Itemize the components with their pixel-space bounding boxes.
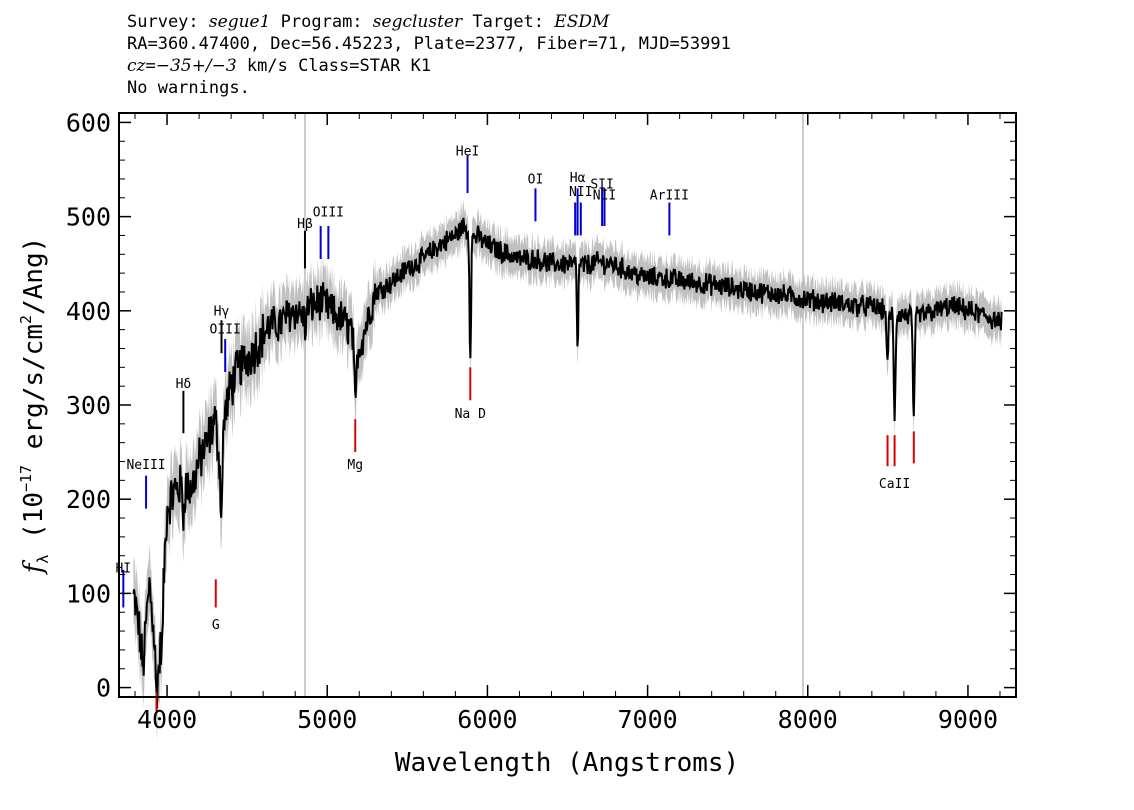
y-tick-label-4: 400 [66, 297, 111, 326]
absorption-line-label-4: CaII [879, 477, 910, 492]
cz-symbol: cz [127, 56, 146, 76]
y-label-post: /Ang) [19, 237, 49, 315]
emission-line-label-13: SII [590, 177, 613, 192]
vertical-guides [304, 113, 804, 697]
header-line-survey: Survey: segue1 Program: segcluster Targe… [127, 11, 731, 33]
y-label-exp: −17 [17, 465, 35, 492]
error-band [133, 200, 1002, 741]
emission-line-label-9: OI [528, 173, 544, 188]
emission-line-label-1: NeIII [126, 458, 165, 473]
header-line-coords: RA=360.47400, Dec=56.45223, Plate=2377, … [127, 34, 731, 54]
emission-line-label-14: NII [593, 189, 616, 204]
y-tick-label-6: 600 [66, 108, 111, 137]
y-tick-label-1: 100 [66, 579, 111, 608]
x-tick-label-2: 6000 [457, 705, 517, 734]
y-tick-label-2: 200 [66, 485, 111, 514]
program-value: segcluster [372, 12, 463, 32]
y-tick-label-5: 500 [66, 203, 111, 232]
target-value: ESDM [554, 12, 610, 32]
cz-eq: = [145, 56, 156, 76]
header-line-warnings: No warnings. [127, 78, 250, 98]
y-label-lambda: λ [34, 555, 52, 564]
y-label-pre: (10 [19, 492, 49, 555]
x-tick-label-5: 9000 [938, 705, 998, 734]
emission-line-label-15: ArIII [650, 189, 689, 204]
spectrum-line [132, 217, 1003, 709]
emission-line-label-11: Hα [570, 171, 586, 186]
y-tick-label-3: 300 [66, 391, 111, 420]
target-label: Target: [472, 12, 545, 32]
absorption-line-label-1: Mg [347, 458, 363, 473]
x-tick-label-0: 4000 [137, 705, 197, 734]
y-tick-label-0: 0 [96, 674, 111, 703]
x-tick-label-1: 5000 [297, 705, 357, 734]
emission-line-label-4: OIII [210, 322, 241, 337]
absorption-line-label-2: Na D [455, 407, 486, 422]
y-label-mid: erg/s/cm [19, 324, 49, 465]
spectrum-header: Survey: segue1 Program: segcluster Targe… [127, 11, 731, 99]
emission-line-label-12: NII [569, 185, 592, 200]
spectrum-group [132, 217, 1003, 709]
emission-line-label-8: HeI [456, 144, 479, 159]
error-band-group [133, 200, 1002, 741]
axis-labels-group: Wavelength (Angstroms) fλ (10−17 erg/s/c… [17, 237, 739, 778]
axes-group: 4000 5000 6000 7000 8000 9000 0 100 200 300 400 500… [66, 108, 1017, 734]
y-axis-label: fλ (10−17 erg/s/cm2/Ang) [17, 237, 52, 576]
cz-value: −35+/−3 [155, 56, 237, 76]
absorption-line-label-0: G [212, 618, 220, 633]
plot-frame [118, 112, 1017, 698]
cz-class: km/s Class=STAR K1 [236, 56, 432, 76]
survey-value: segue1 [208, 12, 271, 32]
emission-line-label-3: Hγ [214, 305, 230, 320]
y-label-sq: 2 [17, 315, 35, 324]
emission-line-label-2: Hδ [176, 377, 192, 392]
emission-line-label-7: OIII [313, 206, 344, 221]
x-tick-label-4: 8000 [778, 705, 838, 734]
x-axis-label: Wavelength (Angstroms) [395, 748, 739, 778]
header-line-redshift: cz=−35+/−3 km/s Class=STAR K1 [127, 55, 731, 77]
emission-line-label-5: Hβ [297, 217, 313, 232]
x-tick-label-3: 7000 [617, 705, 677, 734]
survey-label: Survey: [127, 12, 199, 32]
program-label: Program: [280, 12, 363, 32]
